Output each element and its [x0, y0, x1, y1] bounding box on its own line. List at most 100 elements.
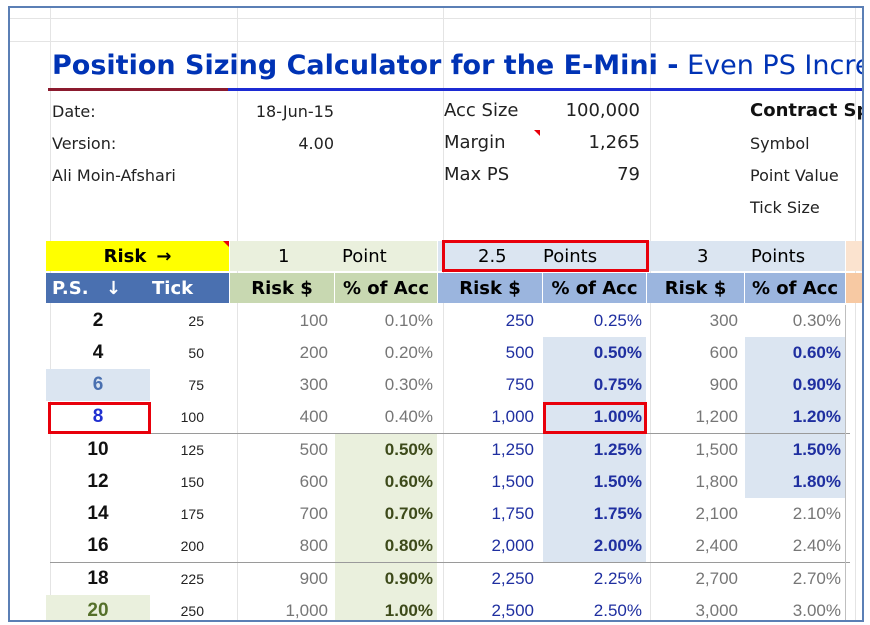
- margin-label: Margin: [444, 132, 506, 153]
- max-ps-label: Max PS: [444, 164, 510, 185]
- ps-cell[interactable]: 2: [92, 310, 104, 331]
- pct-1pt-cell: 0.80%: [335, 530, 437, 562]
- table-row: 8 100 400 0.40% 1,000 1.00% 1,200 1.20%: [10, 401, 862, 433]
- risk-1pt-cell: 1,000: [285, 601, 328, 620]
- ps-cell[interactable]: 12: [87, 471, 109, 492]
- risk-2-5pt-cell: 2,500: [491, 601, 534, 620]
- arrow-right-icon: →: [156, 245, 172, 267]
- risk-3pt-cell: 1,500: [695, 440, 738, 459]
- risk-1pt-cell: 700: [299, 504, 328, 523]
- date-value[interactable]: 18-Jun-15: [255, 102, 334, 121]
- ps-cell[interactable]: 6: [46, 369, 150, 401]
- pct-1pt-cell: 0.10%: [384, 311, 433, 330]
- table-row: 16 200 800 0.80% 2,000 2.00% 2,400 2.40%: [10, 530, 862, 562]
- pct-2-5pt-cell: 0.50%: [543, 337, 646, 369]
- pct-acc-header-2: % of Acc: [543, 273, 646, 303]
- table-row: 2 25 100 0.10% 250 0.25% 300 0.30%: [10, 305, 862, 337]
- risk-3pt-cell: 2,700: [695, 569, 738, 588]
- group-separator: [50, 433, 850, 434]
- margin-value[interactable]: 1,265: [588, 132, 640, 153]
- highlight-box-ps-8: [48, 402, 151, 434]
- pct-2-5pt-cell: 2.00%: [543, 530, 646, 562]
- title-underline-red: [48, 88, 228, 91]
- table-row: 18 225 900 0.90% 2,250 2.25% 2,700 2.70%: [10, 563, 862, 595]
- risk-2-5pt-cell: 500: [505, 343, 534, 362]
- tick-cell: 150: [180, 474, 204, 490]
- ps-cell[interactable]: 10: [87, 439, 109, 460]
- column-divider: [845, 305, 846, 620]
- symbol-label: Symbol: [750, 134, 810, 153]
- header-overflow: [846, 241, 862, 271]
- risk-1pt-cell: 400: [299, 407, 328, 426]
- group-separator: [50, 562, 850, 563]
- risk-1pt-cell: 600: [299, 472, 328, 491]
- risk-3pt-cell: 1,200: [695, 407, 738, 426]
- table-row: 6 75 300 0.30% 750 0.75% 900 0.90%: [10, 369, 862, 401]
- acc-size-value[interactable]: 100,000: [565, 100, 640, 121]
- risk-3pt-cell: 3,000: [695, 601, 738, 620]
- risk-2-5pt-cell: 1,250: [491, 440, 534, 459]
- pct-2-5pt-cell: 1.25%: [543, 434, 646, 466]
- risk-1pt-cell: 300: [299, 375, 328, 394]
- version-label: Version:: [52, 134, 117, 153]
- page-title: Position Sizing Calculator for the E-Min…: [52, 50, 862, 81]
- table-row: 12 150 600 0.60% 1,500 1.50% 1,800 1.80%: [10, 466, 862, 498]
- table-row: 10 125 500 0.50% 1,250 1.25% 1,500 1.50%: [10, 434, 862, 466]
- comment-indicator[interactable]: [534, 130, 540, 136]
- pct-1pt-cell: 0.30%: [384, 375, 433, 394]
- risk-1pt-cell: 100: [299, 311, 328, 330]
- pct-1pt-cell: 0.70%: [335, 498, 437, 530]
- risk-dollar-header-2: Risk $: [438, 273, 542, 303]
- risk-3pt-cell: 1,800: [695, 472, 738, 491]
- tick-cell: 200: [180, 538, 204, 554]
- spreadsheet-frame: Position Sizing Calculator for the E-Min…: [8, 6, 864, 622]
- group-1-point-header: 1 Point: [230, 241, 437, 271]
- title-underline-blue: [228, 88, 862, 91]
- risk-3pt-cell: 2,400: [695, 536, 738, 555]
- risk-2-5pt-cell: 2,000: [491, 536, 534, 555]
- version-value[interactable]: 4.00: [298, 134, 334, 153]
- ps-cell[interactable]: 8: [92, 406, 104, 427]
- comment-indicator[interactable]: [223, 241, 229, 247]
- tick-cell: 25: [188, 313, 204, 329]
- ps-cell[interactable]: 4: [92, 342, 104, 363]
- max-ps-value: 79: [617, 164, 640, 185]
- risk-1pt-cell: 200: [299, 343, 328, 362]
- risk-1pt-cell: 500: [299, 440, 328, 459]
- risk-header: Risk →: [46, 241, 229, 271]
- arrow-down-icon: ↓: [106, 277, 122, 299]
- ps-cell[interactable]: 16: [87, 535, 109, 556]
- highlight-box-2-5-points: [442, 240, 649, 272]
- tick-cell: 250: [180, 603, 204, 619]
- pct-2-5pt-cell: 0.25%: [593, 311, 642, 330]
- risk-2-5pt-cell: 750: [505, 375, 534, 394]
- pct-2-5pt-cell: 2.50%: [593, 601, 642, 620]
- table-row: 20 250 1,000 1.00% 2,500 2.50% 3,000 3.0…: [10, 595, 862, 620]
- pct-1pt-cell: 0.20%: [384, 343, 433, 362]
- risk-3pt-cell: 600: [709, 343, 738, 362]
- tick-cell: 75: [188, 377, 204, 393]
- group-2-5-points-header: 2.5 Points: [438, 241, 646, 271]
- ps-tick-header: P.S. ↓ Tick: [46, 273, 229, 303]
- highlight-box-pct-1-00: [543, 402, 647, 434]
- risk-3pt-cell: 300: [709, 311, 738, 330]
- pct-2-5pt-cell: 1.75%: [543, 498, 646, 530]
- header-overflow: [846, 273, 862, 303]
- pct-3pt-cell: 2.70%: [792, 569, 841, 588]
- tick-cell: 125: [180, 442, 204, 458]
- pct-3pt-cell: 0.60%: [745, 337, 845, 369]
- ps-cell[interactable]: 14: [87, 503, 109, 524]
- pct-3pt-cell: 2.40%: [792, 536, 841, 555]
- pct-acc-header-3: % of Acc: [745, 273, 845, 303]
- risk-2-5pt-cell: 1,500: [491, 472, 534, 491]
- pct-acc-header-1: % of Acc: [335, 273, 437, 303]
- risk-3pt-cell: 2,100: [695, 504, 738, 523]
- ps-cell[interactable]: 18: [87, 568, 109, 589]
- pct-3pt-cell: 2.10%: [792, 504, 841, 523]
- pct-2-5pt-cell: 0.75%: [543, 369, 646, 401]
- pct-1pt-cell: 0.60%: [335, 466, 437, 498]
- cell-grid: [10, 8, 862, 620]
- date-label: Date:: [52, 102, 96, 121]
- ps-cell[interactable]: 20: [46, 595, 150, 620]
- risk-3pt-cell: 900: [709, 375, 738, 394]
